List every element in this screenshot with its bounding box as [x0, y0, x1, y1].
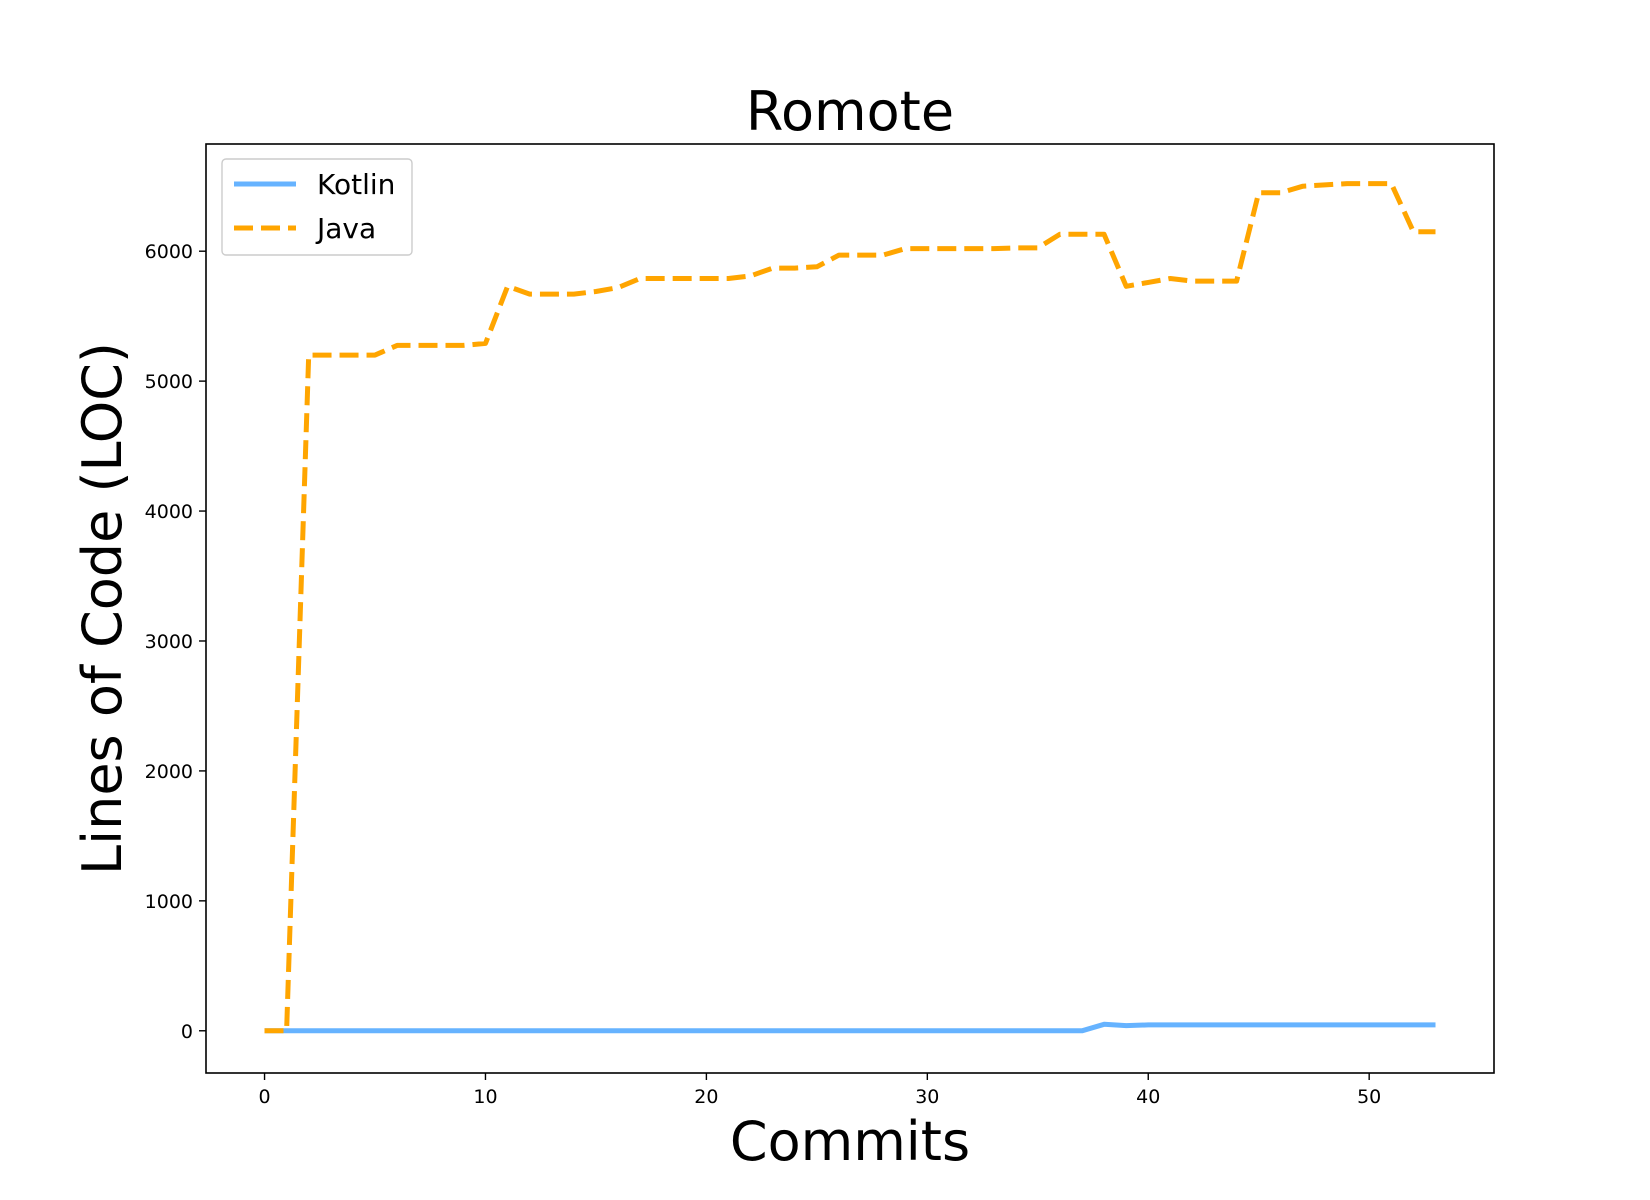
y-tick-label: 5000 — [145, 371, 193, 393]
y-tick-label: 6000 — [145, 241, 193, 263]
x-tick-label: 20 — [694, 1086, 718, 1108]
x-tick-label: 0 — [258, 1086, 270, 1108]
y-tick-label: 2000 — [145, 761, 193, 783]
x-tick-label: 30 — [915, 1086, 939, 1108]
chart-title: Romote — [746, 80, 954, 143]
y-axis-title: Lines of Code (LOC) — [71, 342, 134, 875]
series-line-java — [264, 181, 1436, 1034]
legend: Kotlin Java — [221, 158, 413, 256]
x-axis-title: Commits — [730, 1110, 970, 1173]
series-line-kotlin — [264, 1021, 1436, 1034]
y-axis: 0 1000 2000 3000 4000 5000 6000 — [145, 241, 206, 1043]
y-tick-label: 4000 — [145, 501, 193, 523]
plot-frame — [205, 143, 1495, 1074]
legend-label-java: Java — [315, 212, 376, 245]
legend-label-kotlin: Kotlin — [317, 168, 395, 201]
x-axis: 0 10 20 30 40 50 — [258, 1073, 1381, 1108]
x-tick-label: 10 — [473, 1086, 497, 1108]
x-tick-label: 40 — [1136, 1086, 1160, 1108]
y-tick-label: 0 — [181, 1021, 193, 1043]
x-tick-label: 50 — [1357, 1086, 1381, 1108]
series-layer — [264, 181, 1436, 1034]
y-tick-label: 1000 — [145, 891, 193, 913]
y-tick-label: 3000 — [145, 631, 193, 653]
